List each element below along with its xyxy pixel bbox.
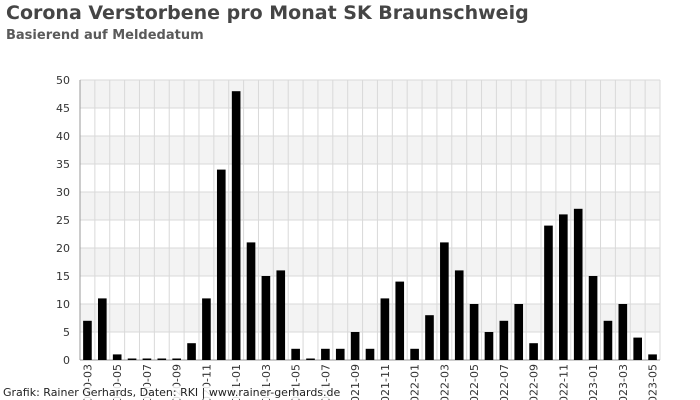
x-tick-label: 2023-01 xyxy=(587,364,600,400)
grid-band xyxy=(80,248,660,276)
x-tick-label: 2023-05 xyxy=(647,364,660,400)
bar xyxy=(365,348,375,360)
bar xyxy=(187,343,196,360)
bar xyxy=(454,270,464,360)
bar xyxy=(231,91,241,360)
bar xyxy=(618,304,628,360)
chart-title: Corona Verstorbene pro Monat SK Braunsch… xyxy=(6,2,529,24)
grid-band xyxy=(80,136,660,164)
grid-band xyxy=(80,80,660,108)
bar xyxy=(335,348,345,360)
bar xyxy=(588,276,598,360)
bar xyxy=(633,337,643,360)
x-tick-label: 2022-09 xyxy=(528,364,541,400)
bar xyxy=(306,358,315,360)
bar xyxy=(216,169,226,360)
x-tick-label: 2021-11 xyxy=(379,364,392,400)
y-tick-label: 25 xyxy=(56,214,70,227)
bar xyxy=(484,332,494,360)
y-tick-label: 40 xyxy=(56,130,70,143)
bar xyxy=(276,270,286,360)
x-tick-label: 2023-03 xyxy=(617,364,630,400)
bar xyxy=(380,298,390,360)
x-tick-label: 2021-09 xyxy=(349,364,362,400)
bar xyxy=(142,358,152,360)
bar xyxy=(172,358,181,360)
bar xyxy=(573,208,583,360)
bar xyxy=(440,242,449,360)
y-tick-label: 45 xyxy=(56,102,70,115)
grid-band xyxy=(80,304,660,332)
y-tick-label: 0 xyxy=(63,354,70,367)
y-tick-label: 10 xyxy=(56,298,70,311)
x-tick-label: 2022-11 xyxy=(557,364,570,400)
x-tick-label: 2022-01 xyxy=(409,364,422,400)
bar xyxy=(97,298,107,360)
bar xyxy=(529,343,538,360)
x-tick-label: 2022-07 xyxy=(498,364,511,400)
bar xyxy=(469,304,479,360)
y-tick-label: 15 xyxy=(56,270,70,283)
bar xyxy=(425,315,434,360)
credit-text: Grafik: Rainer Gerhards, Daten: RKI | ww… xyxy=(3,386,343,399)
bar xyxy=(410,348,419,360)
bar xyxy=(112,354,122,360)
bar xyxy=(127,358,137,360)
bar xyxy=(246,242,256,360)
y-tick-label: 30 xyxy=(56,186,70,199)
bar xyxy=(83,320,92,360)
bar xyxy=(648,354,657,360)
bar xyxy=(395,281,405,360)
bar xyxy=(603,320,613,360)
bar xyxy=(559,214,568,360)
grid-band xyxy=(80,192,660,220)
bar xyxy=(499,320,509,360)
bar xyxy=(291,348,300,360)
y-tick-label: 50 xyxy=(56,74,70,87)
bar xyxy=(321,348,330,360)
bar xyxy=(350,332,360,360)
y-tick-label: 5 xyxy=(63,326,70,339)
bar xyxy=(202,298,211,360)
bar xyxy=(261,276,271,360)
y-tick-label: 20 xyxy=(56,242,70,255)
bar xyxy=(157,358,167,360)
bar xyxy=(514,304,524,360)
x-tick-label: 2022-03 xyxy=(438,364,451,400)
y-tick-label: 35 xyxy=(56,158,70,171)
x-tick-label: 2022-05 xyxy=(468,364,481,400)
bar xyxy=(544,225,553,360)
chart-subtitle: Basierend auf Meldedatum xyxy=(6,28,204,43)
